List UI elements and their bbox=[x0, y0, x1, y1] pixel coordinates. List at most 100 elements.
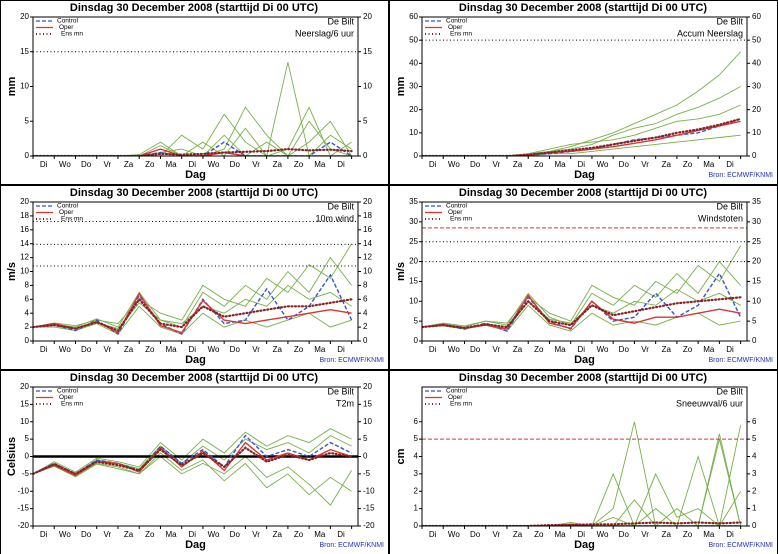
series-line bbox=[422, 294, 741, 330]
y-tick-label: 20 bbox=[20, 197, 29, 206]
y-tick-label: 10 bbox=[409, 128, 418, 137]
y-tick-label: 6 bbox=[25, 294, 30, 303]
y2-tick-label: 30 bbox=[752, 217, 761, 226]
y-tick-label: 10 bbox=[20, 417, 29, 426]
y-tick-label: 5 bbox=[414, 434, 419, 443]
x-tick-label: Zo bbox=[683, 530, 693, 539]
x-tick-label: Do bbox=[81, 345, 92, 354]
x-tick-label: Di bbox=[337, 530, 345, 539]
panel-border bbox=[0, 370, 389, 554]
y2-tick-label: 10 bbox=[363, 267, 372, 276]
y2-tick-label: 40 bbox=[752, 58, 761, 67]
legend-label: Control bbox=[57, 203, 79, 210]
y2-tick-label: 0 bbox=[363, 452, 368, 461]
x-tick-label: Do bbox=[81, 160, 92, 169]
y-axis-label: cm bbox=[395, 448, 407, 464]
source: Bron: ECMWF/KNMI bbox=[708, 357, 773, 364]
series-line bbox=[422, 521, 742, 526]
y2-tick-label: 25 bbox=[752, 237, 761, 246]
legend-label: Oper bbox=[448, 209, 463, 216]
y2-tick-label: -10 bbox=[363, 486, 375, 495]
member-line bbox=[422, 86, 741, 156]
x-tick-label: Ma bbox=[314, 345, 326, 354]
y2-tick-label: 20 bbox=[752, 105, 761, 114]
x-tick-label: Di bbox=[40, 160, 48, 169]
y-tick-label: 60 bbox=[409, 12, 418, 21]
member-line bbox=[33, 243, 352, 328]
y2-tick-label: 15 bbox=[363, 47, 372, 56]
chart-title: Dinsdag 30 December 2008 (starttijd Di 0… bbox=[459, 187, 708, 199]
x-tick-label: Zo bbox=[534, 160, 544, 169]
x-tick-label: Vr bbox=[641, 345, 649, 354]
x-tick-label: Ma bbox=[555, 160, 567, 169]
y2-tick-label: 20 bbox=[363, 12, 372, 21]
subtitle: Windstoten bbox=[698, 213, 743, 223]
plot bbox=[422, 39, 747, 156]
series-line bbox=[33, 446, 353, 476]
panel-border bbox=[0, 0, 389, 185]
x-tick-label: Do bbox=[230, 345, 241, 354]
y-tick-label: 8 bbox=[25, 281, 30, 290]
legend-label: Control bbox=[446, 388, 468, 395]
member-line bbox=[33, 452, 352, 496]
x-tick-label: Wo bbox=[597, 160, 609, 169]
y2-tick-label: 10 bbox=[363, 417, 372, 426]
plot-frame bbox=[421, 201, 748, 342]
x-tick-label: Vr bbox=[252, 530, 260, 539]
legend-label: Control bbox=[57, 18, 79, 25]
y2-tick-label: 5 bbox=[363, 434, 368, 443]
y2-tick-label: 50 bbox=[752, 35, 761, 44]
y-tick-label: 50 bbox=[409, 35, 418, 44]
x-tick-label: Wo bbox=[208, 530, 220, 539]
x-tick-label: Di bbox=[578, 530, 586, 539]
y-tick-label: 25 bbox=[409, 237, 418, 246]
panel: Dinsdag 30 December 2008 (starttijd Di 0… bbox=[389, 185, 778, 370]
chart-title: Dinsdag 30 December 2008 (starttijd Di 0… bbox=[70, 187, 319, 199]
series-line bbox=[33, 147, 353, 156]
x-tick-label: Vr bbox=[492, 345, 500, 354]
x-tick-label: Do bbox=[81, 530, 92, 539]
x-tick-label: Do bbox=[470, 530, 481, 539]
y2-tick-label: -15 bbox=[363, 504, 375, 513]
panel: Dinsdag 30 December 2008 (starttijd Di 0… bbox=[0, 370, 389, 554]
y-tick-label: 0 bbox=[414, 336, 419, 345]
y-tick-label: 15 bbox=[409, 277, 418, 286]
x-tick-label: Vr bbox=[103, 530, 111, 539]
x-tick-label: Di bbox=[337, 345, 345, 354]
y-axis-label: m/s bbox=[395, 262, 407, 281]
x-tick-label: Ma bbox=[166, 345, 178, 354]
x-tick-label: Di bbox=[578, 345, 586, 354]
y2-tick-label: 5 bbox=[752, 316, 757, 325]
y-tick-label: 20 bbox=[20, 382, 29, 391]
y-tick-label: 15 bbox=[20, 47, 29, 56]
plot bbox=[422, 227, 747, 332]
y2-tick-label: 5 bbox=[363, 116, 368, 125]
y-tick-label: 2 bbox=[414, 486, 419, 495]
y-axis-label: mm bbox=[6, 77, 18, 97]
y-tick-label: 4 bbox=[25, 308, 30, 317]
legend-label: Oper bbox=[59, 24, 74, 31]
y2-tick-label: 6 bbox=[752, 417, 757, 426]
source: Bron: ECMWF/KNMI bbox=[319, 542, 384, 549]
panel: Dinsdag 30 December 2008 (starttijd Di 0… bbox=[389, 0, 778, 185]
y2-tick-label: 0 bbox=[752, 336, 757, 345]
y-tick-label: 5 bbox=[25, 434, 30, 443]
x-tick-label: Di bbox=[337, 160, 345, 169]
series-line bbox=[422, 117, 742, 156]
y-tick-label: 20 bbox=[409, 105, 418, 114]
chart-title: Dinsdag 30 December 2008 (starttijd Di 0… bbox=[70, 2, 319, 14]
y2-tick-label: 16 bbox=[363, 225, 372, 234]
y2-tick-label: 30 bbox=[752, 82, 761, 91]
legend-label: Control bbox=[57, 388, 79, 395]
y2-tick-label: 1 bbox=[752, 504, 757, 513]
y-tick-label: 15 bbox=[20, 399, 29, 408]
x-tick-label: Zo bbox=[294, 160, 304, 169]
y2-tick-label: 10 bbox=[363, 82, 372, 91]
y-tick-label: -15 bbox=[17, 504, 29, 513]
plot-frame bbox=[32, 201, 359, 342]
x-tick-label: Do bbox=[230, 160, 241, 169]
y-tick-label: 14 bbox=[20, 239, 29, 248]
station: De Bilt bbox=[327, 16, 354, 26]
y-tick-label: 12 bbox=[20, 253, 29, 262]
member-line bbox=[422, 425, 742, 526]
